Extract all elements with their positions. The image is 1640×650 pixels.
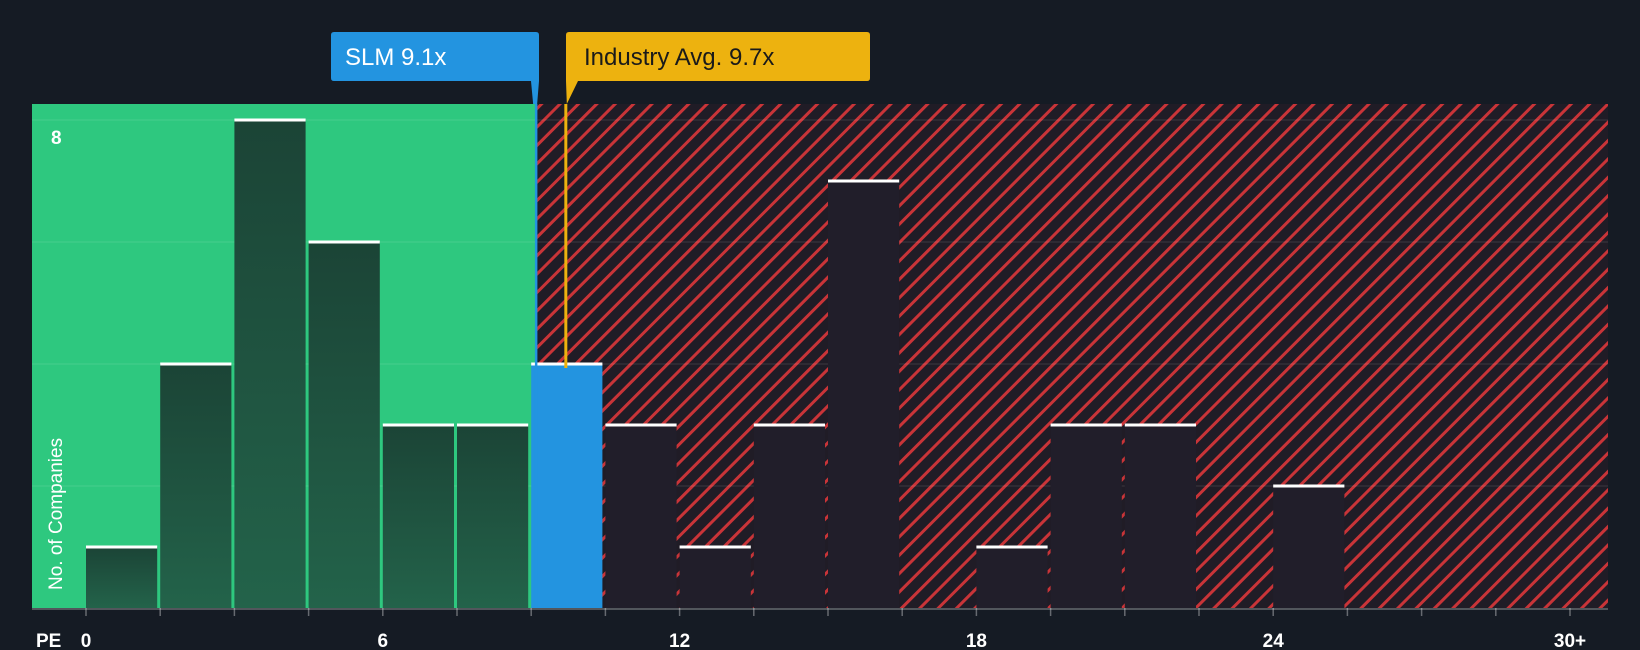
histogram-bar [531,364,603,608]
bar-cap [86,545,158,549]
company-callout: SLM 9.1x [331,32,539,608]
histogram-bar [308,242,380,608]
histogram-bar [86,547,158,608]
histogram-bar [1050,425,1122,608]
histogram-bar [1124,425,1196,608]
industry-label: Industry Avg. 9.7x [584,44,774,71]
histogram-bar [382,425,454,608]
company-label: SLM 9.1x [345,44,446,71]
bar-cap [605,423,677,427]
histogram-bar [160,364,232,608]
x-tick-label: 30+ [1554,631,1586,650]
bar-cap [457,423,529,427]
histogram-bar [976,547,1048,608]
bar-cap [828,179,900,183]
bar-cap [160,362,232,366]
company-label-box [331,32,539,104]
industry-label-box [566,32,870,104]
x-axis: 0 6 12 18 24 30+ [32,608,1608,650]
x-tick-label: 6 [378,631,389,650]
bar-cap [976,545,1048,549]
histogram-bar [753,425,825,608]
y-tick-labels: 8 [51,128,62,149]
histogram-bar [828,181,900,608]
histogram-bars [86,118,1345,608]
histogram-bar [605,425,677,608]
bar-cap [679,545,751,549]
histogram-bar [234,120,306,608]
industry-callout: Industry Avg. 9.7x [564,32,870,368]
x-tick-label: 12 [669,631,690,650]
bar-cap [234,118,306,122]
bar-cap [1273,484,1345,488]
x-axis-label: PE [36,631,61,650]
bar-cap [1124,423,1196,427]
bar-cap [1050,423,1122,427]
histogram-bar [457,425,529,608]
histogram-bar [1273,486,1345,608]
histogram-bar [679,547,751,608]
y-axis-label: No. of Companies [46,438,67,590]
bar-cap [308,240,380,244]
x-tick-label: 0 [81,631,92,650]
bar-cap [382,423,454,427]
x-tick-label: 24 [1263,631,1285,650]
y-tick-label: 8 [51,128,62,149]
x-tick-label: 18 [966,631,987,650]
bar-cap [753,423,825,427]
